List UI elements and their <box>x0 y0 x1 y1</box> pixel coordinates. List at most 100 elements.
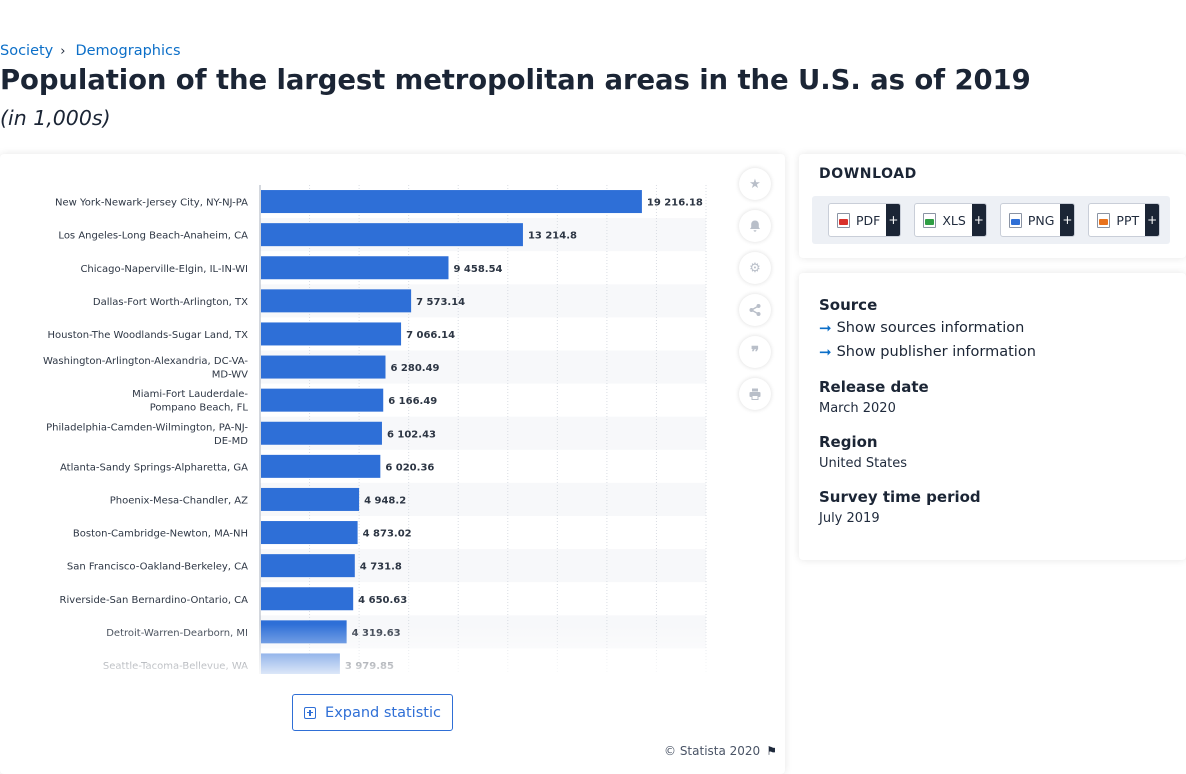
download-pdf-button[interactable]: PDF + <box>828 203 902 237</box>
download-xls-button[interactable]: XLS + <box>914 203 987 237</box>
category-label: Dallas-Fort Worth-Arlington, TX <box>93 297 248 308</box>
bar-value-label: 4 650.63 <box>358 595 407 606</box>
bar-value-label: 6 020.36 <box>385 462 434 473</box>
bar-value-label: 7 066.14 <box>406 330 455 341</box>
category-label: Los Angeles-Long Beach-Anaheim, CA <box>58 231 248 242</box>
print-icon <box>749 388 761 400</box>
download-pdf-label: PDF <box>856 212 881 228</box>
settings-button[interactable]: ⚙ <box>739 252 771 284</box>
share-button[interactable] <box>739 294 771 326</box>
breadcrumb-item-society[interactable]: Society <box>0 43 54 59</box>
release-date-label: Release date <box>819 378 929 396</box>
bar <box>261 653 340 674</box>
download-png-label: PNG <box>1027 212 1055 228</box>
survey-period-value: July 2019 <box>819 511 880 526</box>
chart-card: 19 216.18 New York-Newark-Jersey City, NY… <box>0 154 785 774</box>
category-label: Seattle-Tacoma-Bellevue, WA <box>103 661 248 672</box>
bar <box>261 554 355 578</box>
bar-value-label: 4 319.63 <box>352 628 401 639</box>
bar-value-label: 6 102.43 <box>387 429 436 440</box>
arrow-right-icon: ➞ <box>819 343 832 361</box>
region-value: United States <box>819 456 908 471</box>
bar-value-label: 13 214.8 <box>528 231 577 242</box>
survey-period-label: Survey time period <box>819 488 981 506</box>
bar <box>261 587 354 611</box>
category-label: Phoenix-Mesa-Chandler, AZ <box>110 495 248 506</box>
download-ppt-label: PPT <box>1116 212 1140 228</box>
category-label: Riverside-San Bernardino-Ontario, CA <box>60 595 249 606</box>
copyright-notice: © Statista 2020 ⚑ <box>664 744 777 758</box>
favorite-button[interactable]: ★ <box>739 168 771 200</box>
plus-icon: + <box>971 204 986 236</box>
ppt-file-icon <box>1097 212 1111 228</box>
flag-icon[interactable]: ⚑ <box>766 744 777 758</box>
expand-statistic-button[interactable]: Expand statistic <box>292 694 453 731</box>
plus-icon: + <box>1145 204 1160 236</box>
notification-button[interactable] <box>739 210 771 242</box>
bar-chart: 19 216.18 New York-Newark-Jersey City, NY… <box>43 185 707 674</box>
page-title: Population of the largest metropolitan a… <box>0 64 1031 96</box>
print-button[interactable] <box>739 378 771 410</box>
xls-file-icon <box>923 212 937 228</box>
share-icon <box>749 304 761 316</box>
breadcrumb: Society › Demographics <box>0 43 181 59</box>
bar-value-label: 6 166.49 <box>388 396 437 407</box>
show-sources-label: Show sources information <box>836 320 1025 336</box>
statistic-info-panel: Source ➞ Show sources information ➞ Show… <box>799 273 1186 560</box>
breadcrumb-item-demographics[interactable]: Demographics <box>75 43 181 59</box>
arrow-right-icon: ➞ <box>819 319 832 337</box>
plus-icon: + <box>1060 204 1075 236</box>
download-png-button[interactable]: PNG + <box>999 203 1076 237</box>
expand-statistic-label: Expand statistic <box>325 704 441 721</box>
show-publisher-link[interactable]: ➞ Show publisher information <box>819 343 1036 361</box>
bar <box>261 388 384 412</box>
category-label: San Francisco-Oakland-Berkeley, CA <box>67 562 248 573</box>
gear-icon: ⚙ <box>749 260 761 275</box>
bar <box>261 620 347 644</box>
bar <box>261 322 402 346</box>
expand-icon <box>304 706 317 719</box>
bar-value-label: 9 458.54 <box>453 264 502 275</box>
bar <box>261 487 360 511</box>
bar <box>261 454 381 478</box>
show-sources-link[interactable]: ➞ Show sources information <box>819 319 1024 337</box>
pdf-file-icon <box>837 212 850 228</box>
bar-value-label: 6 280.49 <box>390 363 439 374</box>
bar <box>261 355 386 379</box>
download-buttons: PDF + XLS + PNG + PPT + <box>812 196 1170 244</box>
bar <box>261 190 642 214</box>
bar <box>261 223 523 247</box>
bar <box>261 256 449 280</box>
bar-value-label: 4 731.8 <box>360 562 402 573</box>
breadcrumb-separator: › <box>60 43 66 59</box>
bar <box>261 521 358 545</box>
category-label: Atlanta-Sandy Springs-Alpharetta, GA <box>60 462 248 473</box>
bar-value-label: 3 979.85 <box>345 661 394 672</box>
plus-icon: + <box>886 204 901 236</box>
show-publisher-label: Show publisher information <box>836 344 1036 360</box>
category-label: New York-Newark-Jersey City, NY-NJ-PA <box>55 198 248 209</box>
download-ppt-button[interactable]: PPT + <box>1088 203 1161 237</box>
bar <box>261 289 412 313</box>
category-label: Miami-Fort Lauderdale-Pompano Beach, FL <box>132 389 248 414</box>
region-label: Region <box>819 433 878 451</box>
star-icon: ★ <box>749 176 761 191</box>
copyright-text[interactable]: © Statista 2020 <box>664 744 761 758</box>
bar-value-label: 4 948.2 <box>364 495 406 506</box>
cite-button[interactable]: ❞ <box>739 336 771 368</box>
quote-icon: ❞ <box>750 344 760 361</box>
download-xls-label: XLS <box>942 212 966 228</box>
png-file-icon <box>1008 212 1022 228</box>
bar-value-label: 19 216.18 <box>647 198 703 209</box>
download-panel: DOWNLOAD PDF + XLS + PNG + <box>799 154 1186 258</box>
category-label: Detroit-Warren-Dearborn, MI <box>106 628 248 639</box>
bar-value-label: 4 873.02 <box>363 529 412 540</box>
release-date-value: March 2020 <box>819 401 896 416</box>
category-label: Philadelphia-Camden-Wilmington, PA-NJ-DE… <box>46 422 248 447</box>
chart-tools: ★ ⚙ ❞ <box>739 168 771 410</box>
bar <box>261 421 382 445</box>
download-title: DOWNLOAD <box>819 166 917 182</box>
category-label: Chicago-Naperville-Elgin, IL-IN-WI <box>80 264 248 275</box>
bar-value-label: 7 573.14 <box>416 297 465 308</box>
bell-icon <box>750 220 760 232</box>
